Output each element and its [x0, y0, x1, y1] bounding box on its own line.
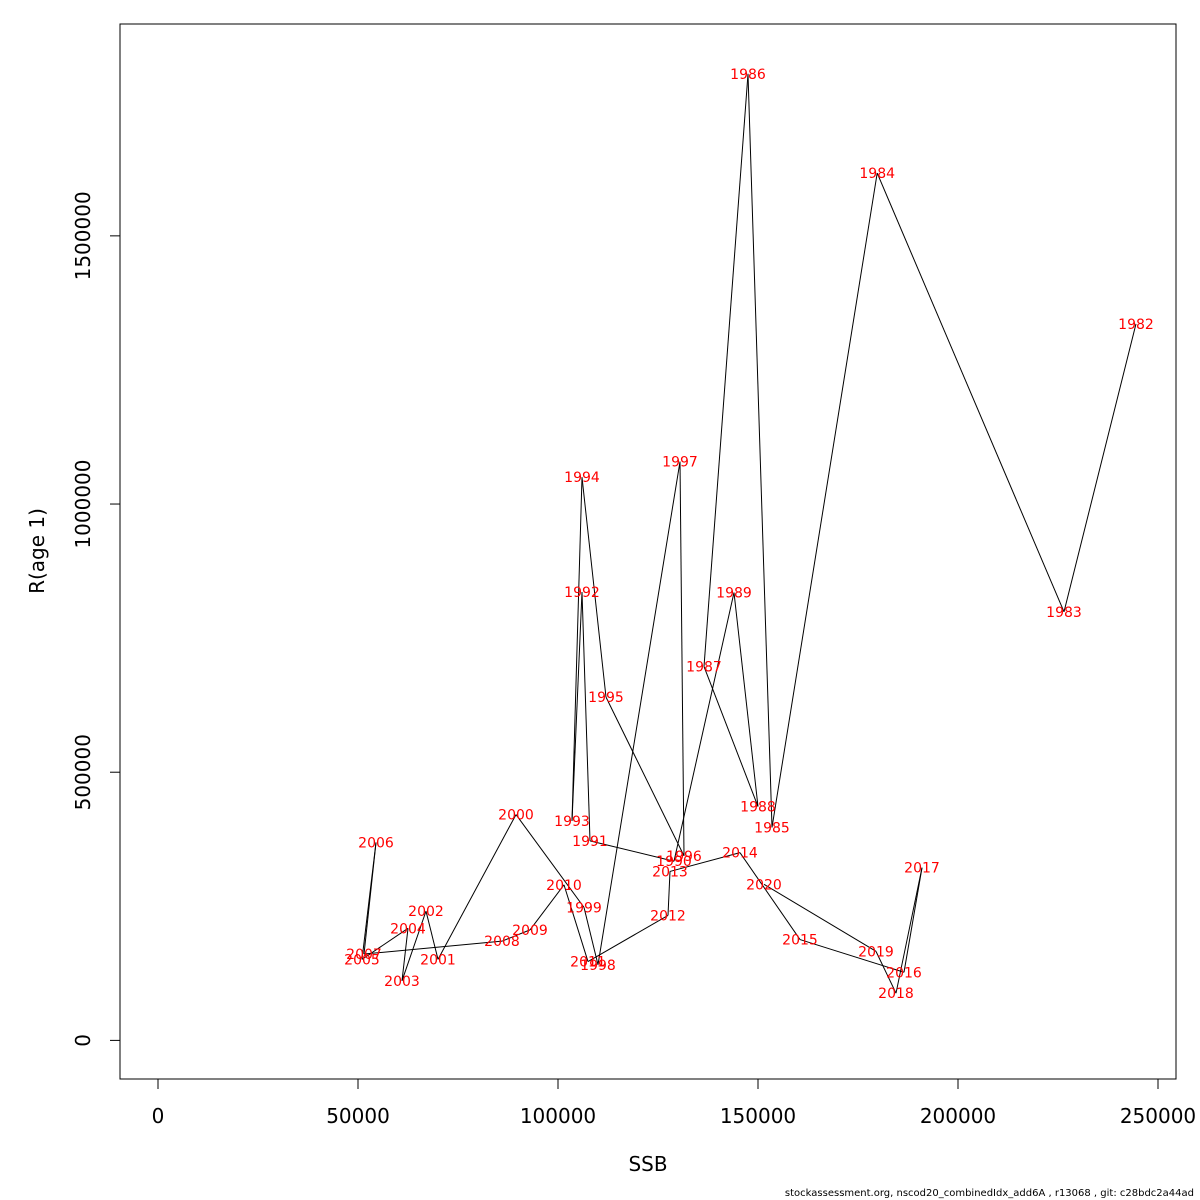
- series-segment: [747, 73, 773, 828]
- series-segment: [401, 910, 427, 982]
- x-axis-title: SSB: [628, 1152, 667, 1176]
- footer-caption: stockassessment.org, nscod20_combinedIdx…: [784, 1188, 1194, 1199]
- point-label-1984: 1984: [859, 166, 895, 182]
- point-label-2005: 2005: [344, 952, 380, 968]
- x-tick-label: 100000: [520, 1104, 596, 1128]
- series-segment: [437, 814, 517, 960]
- point-label-1990: 1990: [656, 854, 692, 870]
- series-segment: [583, 907, 599, 965]
- series-segment: [515, 814, 585, 908]
- series-segment: [876, 172, 1065, 613]
- point-label-2018: 2018: [878, 986, 914, 1002]
- point-label-2009: 2009: [512, 923, 548, 939]
- point-label-2004: 2004: [390, 921, 426, 937]
- point-label-2013: 2013: [652, 864, 688, 880]
- series-segment: [529, 884, 565, 931]
- series-segment: [501, 929, 531, 942]
- y-tick-label: 0: [71, 1034, 95, 1047]
- series-segment: [581, 591, 591, 841]
- plot-frame: [119, 23, 1177, 1080]
- point-label-1994: 1994: [564, 470, 600, 486]
- series-segment: [895, 867, 923, 994]
- series-segment: [401, 928, 409, 981]
- point-label-1997: 1997: [662, 455, 698, 471]
- point-label-1983: 1983: [1046, 605, 1082, 621]
- point-label-2007: 2007: [346, 947, 382, 963]
- series-segment: [581, 477, 607, 698]
- series-segment: [771, 173, 878, 828]
- point-label-1989: 1989: [716, 586, 752, 602]
- point-label-1998: 1998: [580, 958, 616, 974]
- point-label-1993: 1993: [554, 814, 590, 830]
- point-label-1992: 1992: [564, 585, 600, 601]
- y-tick-label: 1500000: [71, 191, 95, 280]
- series-segment: [1063, 323, 1137, 612]
- series-segment: [703, 666, 759, 807]
- series-segment: [605, 696, 685, 857]
- point-label-2012: 2012: [650, 908, 686, 924]
- point-label-2016: 2016: [886, 965, 922, 981]
- y-tick-label: 500000: [71, 734, 95, 810]
- series-segment: [799, 939, 905, 973]
- series-segment: [361, 927, 409, 960]
- series-line: [361, 73, 1137, 994]
- series-segment: [669, 852, 741, 872]
- y-tick-label: 1000000: [71, 459, 95, 548]
- point-label-2000: 2000: [498, 808, 534, 824]
- point-label-2006: 2006: [358, 835, 394, 851]
- point-label-2011: 2011: [570, 955, 606, 971]
- point-label-2014: 2014: [722, 846, 758, 862]
- series-segment: [563, 884, 589, 962]
- point-label-2020: 2020: [746, 877, 782, 893]
- series-segment: [703, 73, 749, 667]
- series-segment: [363, 842, 377, 955]
- point-label-1988: 1988: [740, 800, 776, 816]
- x-axis: 0 50000 100000 150000 200000 250000: [152, 1078, 1196, 1128]
- point-labels: 1982 1983 1984 1985 1986 1987 1988 1989 1990 1991…: [344, 67, 1154, 1002]
- point-label-2008: 2008: [484, 934, 520, 950]
- x-tick-label: 150000: [720, 1104, 796, 1128]
- point-label-2003: 2003: [384, 974, 420, 990]
- x-tick-label: 250000: [1120, 1104, 1196, 1128]
- series-segment: [903, 867, 923, 973]
- x-tick-label: 0: [152, 1104, 165, 1128]
- x-tick-label: 50000: [326, 1104, 390, 1128]
- x-tick-label: 200000: [920, 1104, 996, 1128]
- series-segment: [739, 852, 801, 940]
- series-segment: [763, 883, 877, 952]
- series-segment: [589, 840, 675, 862]
- point-label-1996: 1996: [666, 849, 702, 865]
- series-segment: [597, 461, 681, 965]
- point-label-2019: 2019: [858, 944, 894, 960]
- series-segment: [587, 914, 669, 962]
- series-segment: [571, 477, 583, 822]
- point-label-2001: 2001: [420, 952, 456, 968]
- y-axis-title: R(age 1): [25, 508, 49, 594]
- point-label-1987: 1987: [686, 660, 722, 676]
- series-segment: [679, 461, 685, 856]
- point-label-2002: 2002: [408, 904, 444, 920]
- point-label-2010: 2010: [546, 878, 582, 894]
- series-segment: [667, 871, 671, 916]
- series-segment: [363, 940, 503, 955]
- point-label-1991: 1991: [572, 834, 608, 850]
- series-segment: [571, 591, 583, 822]
- point-label-2015: 2015: [782, 933, 818, 949]
- series-segment: [875, 951, 897, 994]
- series-segment: [425, 911, 439, 960]
- point-label-1999: 1999: [566, 900, 602, 916]
- point-label-1986: 1986: [730, 67, 766, 83]
- point-label-1985: 1985: [754, 820, 790, 836]
- point-label-1995: 1995: [588, 690, 624, 706]
- point-label-2017: 2017: [904, 861, 940, 877]
- point-label-1982: 1982: [1118, 317, 1154, 333]
- series-segment: [733, 592, 759, 807]
